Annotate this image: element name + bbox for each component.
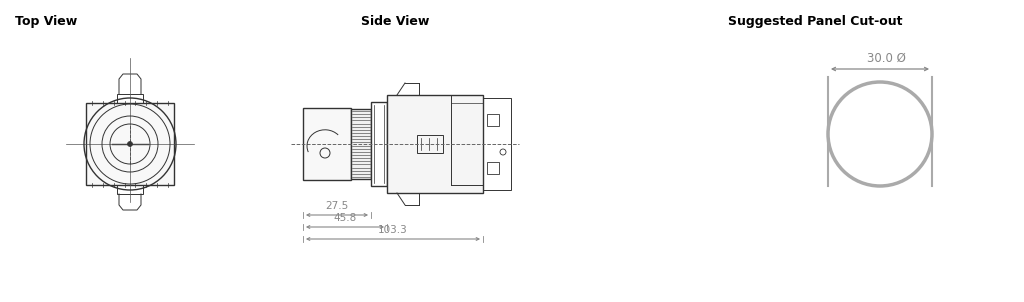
Circle shape: [128, 142, 132, 146]
Bar: [117, 185, 143, 194]
Bar: [351, 109, 371, 179]
Text: Side View: Side View: [360, 15, 429, 28]
Bar: [371, 102, 387, 186]
Text: 103.3: 103.3: [378, 225, 408, 235]
Bar: [417, 135, 443, 153]
Bar: [303, 108, 351, 180]
Bar: [86, 103, 174, 185]
Bar: [117, 94, 143, 103]
Text: Top View: Top View: [15, 15, 77, 28]
Text: 30.0 Ø: 30.0 Ø: [866, 52, 905, 65]
Text: Suggested Panel Cut-out: Suggested Panel Cut-out: [728, 15, 902, 28]
Bar: [387, 95, 483, 193]
Text: 27.5: 27.5: [326, 201, 348, 211]
Bar: [487, 162, 499, 174]
Text: 45.8: 45.8: [334, 213, 356, 223]
Bar: [487, 114, 499, 126]
Bar: [483, 98, 511, 190]
